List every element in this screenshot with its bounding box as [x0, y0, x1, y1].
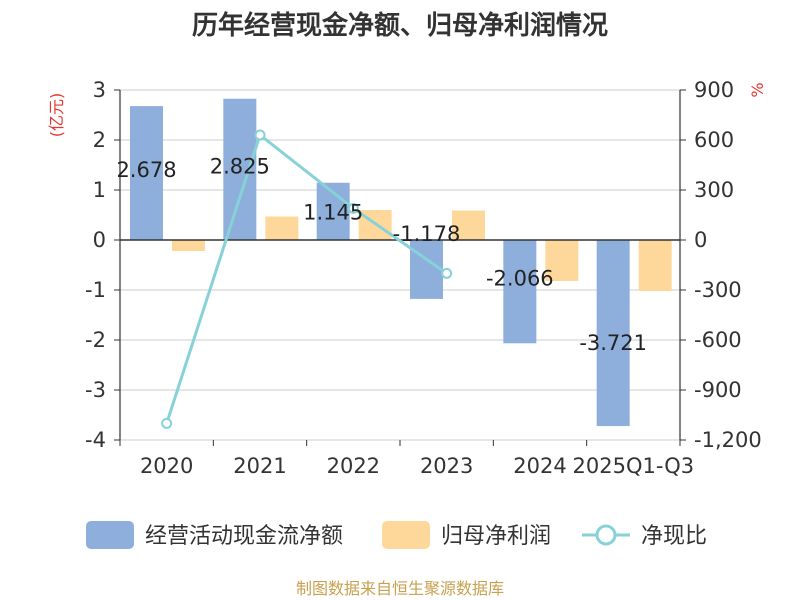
right-tick-label: 900	[694, 78, 734, 102]
left-axis-unit: (亿元)	[47, 93, 66, 138]
bar-profit	[638, 240, 672, 291]
ratio-line	[161, 129, 453, 429]
legend: 经营活动现金流净额 归母净利润 净现比	[86, 521, 707, 549]
right-tick-label: -1,200	[694, 428, 762, 452]
data-label-cashflow: 1.145	[303, 200, 363, 224]
left-tick-label: 0	[93, 228, 106, 252]
bar-profit	[265, 216, 299, 240]
left-tick-label: -3	[85, 378, 106, 402]
legend-item-profit[interactable]: 归母净利润	[382, 521, 551, 549]
left-tick-label: 1	[93, 178, 106, 202]
right-axis-unit: %	[748, 82, 767, 97]
legend-marker-ratio	[595, 524, 617, 546]
category-label: 2020	[140, 454, 193, 478]
legend-swatch-profit	[382, 521, 430, 549]
category-label: 2021	[233, 454, 286, 478]
legend-swatch-cashflow	[86, 521, 134, 549]
bar-profit	[545, 240, 579, 281]
category-label: 2022	[327, 454, 380, 478]
source-note: 制图数据来自恒生聚源数据库	[296, 579, 504, 598]
left-tick-label: 3	[93, 78, 106, 102]
ratio-point	[347, 202, 359, 214]
gridlines	[120, 89, 680, 441]
data-label-cashflow: -1.178	[393, 222, 461, 246]
ratio-point	[161, 417, 173, 429]
bar-cashflow	[130, 106, 163, 240]
data-label-cashflow: -2.066	[486, 266, 554, 290]
legend-label-ratio: 净现比	[641, 524, 707, 549]
category-label: 2024	[513, 454, 566, 478]
right-tick-label: 600	[694, 128, 734, 152]
data-label-cashflow: 2.678	[116, 158, 176, 182]
bar-profit	[172, 240, 205, 251]
right-tick-label: -300	[694, 278, 742, 302]
right-tick-label: -900	[694, 378, 742, 402]
left-tick-label: -1	[85, 278, 106, 302]
category-label: 2025Q1-Q3	[573, 454, 695, 478]
category-label: 2023	[420, 454, 473, 478]
data-labels: 2.678 2.825 1.145 -1.178 -2.066 -3.721	[116, 154, 647, 355]
legend-label-profit: 归母净利润	[441, 524, 551, 549]
data-label-cashflow: 2.825	[210, 154, 270, 178]
chart-title: 历年经营现金净额、归母净利润情况	[192, 10, 608, 41]
legend-item-cashflow[interactable]: 经营活动现金流净额	[86, 521, 343, 549]
bars	[130, 98, 672, 427]
right-tick-label: -600	[694, 328, 742, 352]
ratio-point	[254, 129, 266, 141]
data-label-cashflow: -3.721	[579, 331, 647, 355]
ratio-line-path	[165, 132, 448, 424]
tick-labels: 3 2 1 0 -1 -2 -3 -4 900 600 300 0 -300 -600 -900 -1,200…	[85, 78, 762, 478]
bar-profit	[452, 210, 485, 240]
right-tick-label: 300	[694, 178, 734, 202]
bar-cashflow	[410, 240, 443, 299]
bar-cashflow	[503, 240, 537, 344]
left-tick-label: -2	[85, 328, 106, 352]
bar-cashflow	[596, 240, 630, 427]
left-tick-label: 2	[93, 128, 106, 152]
bar-cashflow	[223, 98, 257, 240]
right-tick-label: 0	[694, 228, 707, 252]
ratio-point	[441, 267, 453, 279]
left-tick-label: -4	[85, 428, 106, 452]
legend-label-cashflow: 经营活动现金流净额	[145, 524, 343, 549]
legend-item-ratio[interactable]: 净现比	[582, 524, 707, 549]
